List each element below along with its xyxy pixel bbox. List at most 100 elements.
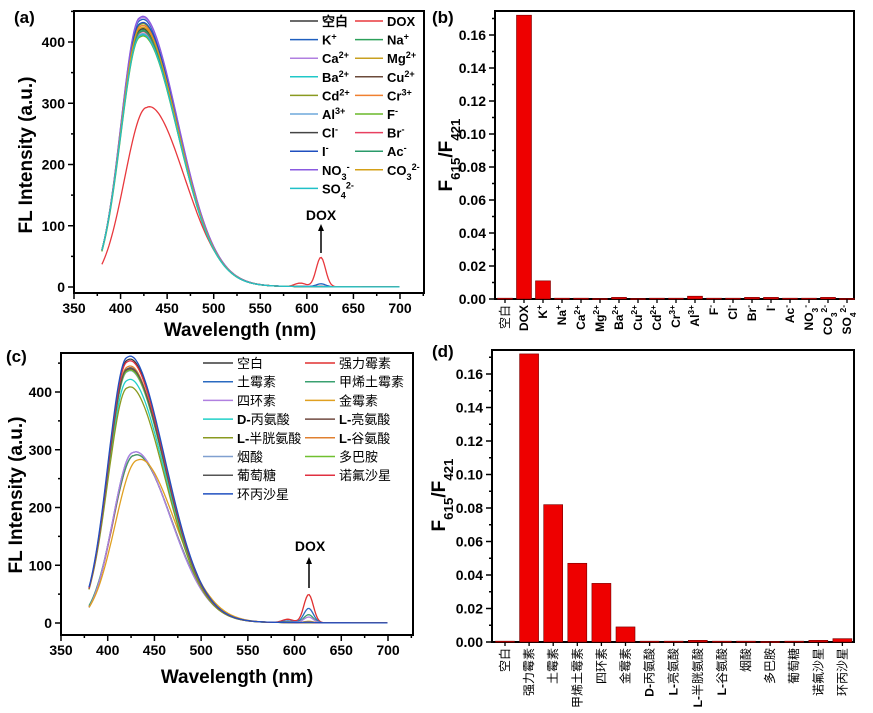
label-part: /F	[429, 481, 450, 498]
legend-item: 金霉素	[305, 393, 378, 409]
x-category-label: Cr3+	[667, 305, 683, 328]
label-part: 2+	[591, 305, 601, 315]
panel-label-d: (d)	[432, 342, 454, 361]
legend-label: Al3+	[322, 106, 345, 122]
legend-label: 强力霉素	[339, 357, 391, 372]
spectrum-line	[101, 21, 400, 288]
label-part: L-	[237, 431, 249, 446]
x-category-label: K+	[534, 305, 550, 319]
spectrum-line	[101, 27, 400, 288]
label-part: 2-	[838, 305, 848, 313]
legend-item: Ac-	[355, 143, 407, 159]
label-part: 金霉素	[618, 648, 633, 684]
label-part: 2+	[339, 69, 349, 79]
y-tick-label: 200	[42, 157, 66, 173]
label-part: 421	[448, 118, 463, 141]
legend-item: DOX	[355, 14, 416, 29]
legend-item: Cu2+	[355, 69, 415, 85]
spectrum-line	[101, 30, 400, 288]
label-part: -	[395, 106, 398, 116]
legend-item: Na+	[355, 32, 409, 48]
spectrum-line	[101, 106, 400, 288]
label-part: 四环素	[237, 394, 276, 409]
label-part: -	[326, 143, 329, 153]
label-part: -	[724, 305, 734, 308]
bar	[808, 640, 829, 643]
legend-item: 诺氟沙星	[305, 469, 391, 484]
legend-label: 土霉素	[237, 376, 276, 391]
label-part: 4	[848, 312, 858, 317]
label-part: K	[536, 310, 550, 319]
y-axis-title: F615/F421	[436, 118, 463, 191]
legend-item: 葡萄糖	[203, 468, 276, 484]
label-part: F	[429, 520, 450, 532]
label-part: -	[705, 305, 715, 308]
legend-label: Mg2+	[387, 50, 416, 66]
y-tick-label: 0.14	[459, 60, 486, 76]
legend-item: 空白	[203, 356, 263, 372]
bar	[543, 504, 564, 643]
label-part: 土霉素	[237, 376, 276, 391]
y-tick-label: 0.06	[459, 192, 486, 208]
label-part: 2+	[572, 305, 582, 315]
legend-label: Ac-	[387, 143, 407, 159]
label-part: L-	[667, 684, 681, 695]
label-part: 环丙沙星	[237, 488, 289, 503]
spectrum-line	[101, 34, 400, 288]
label-part: 2+	[629, 305, 639, 315]
y-tick-label: 0.00	[459, 291, 486, 307]
y-tick-label: 200	[29, 500, 53, 516]
y-tick-label: 400	[29, 384, 53, 400]
label-part: 2+	[339, 87, 349, 97]
label-part: CO	[387, 163, 407, 178]
legend-item: 四环素	[203, 394, 276, 409]
x-tick-label: 700	[388, 300, 412, 316]
label-part: +	[553, 305, 563, 310]
label-part: 强力霉素	[339, 357, 391, 372]
legend-label: Cu2+	[387, 69, 415, 85]
arrow-head-icon	[306, 557, 312, 564]
y-tick-label: 0.02	[459, 258, 486, 274]
label-part: Al	[322, 107, 335, 122]
label-part: 3	[342, 172, 347, 182]
label-part: /F	[436, 141, 457, 158]
legend-label: 四环素	[237, 394, 276, 409]
legend-label: 葡萄糖	[237, 468, 276, 484]
line-panel-a: 350 400 450 500 550 600 650 700 0 100 200 300 400 空白 D…	[42, 10, 425, 316]
y-axis-title-a: FL Intensity (a.u.)	[16, 77, 37, 234]
label-part: 谷氨酸	[351, 432, 390, 447]
label-part: 空白	[237, 356, 263, 372]
y-tick-label: 300	[42, 95, 66, 111]
bar	[567, 562, 588, 643]
label-part: 空白	[322, 14, 348, 29]
legend-label: L-谷氨酸	[339, 431, 390, 447]
line-panel-c: 350 400 450 500 550 600 650 700 0 100 200 300 400 空白 强…	[29, 352, 414, 658]
x-category-label: 环丙沙星	[835, 648, 849, 696]
legend-label: 空白	[237, 356, 263, 372]
label-part: 3	[407, 172, 412, 182]
spectrum-line	[101, 29, 400, 288]
x-category-label: F-	[705, 305, 721, 315]
legend-item: 甲烯土霉素	[305, 376, 404, 391]
spectrum-line	[101, 16, 400, 288]
label-part: 2+	[404, 69, 414, 79]
label-part: NO	[322, 163, 342, 178]
label-part: Ac	[783, 307, 797, 323]
label-part: L-	[691, 696, 705, 707]
y-tick-label: 0	[44, 615, 52, 631]
spectrum-line	[101, 26, 400, 288]
label-part: Cr	[387, 88, 401, 103]
label-part: Br	[745, 307, 759, 321]
label-part: 多巴胺	[339, 450, 378, 466]
legend-label: SO42-	[322, 180, 354, 200]
x-category-label: Br-	[743, 305, 759, 321]
label-part: -	[335, 125, 338, 135]
x-category-label: Mg2+	[591, 305, 607, 332]
x-category-label: Na+	[553, 305, 569, 325]
label-part: 葡萄糖	[237, 468, 276, 484]
label-part: 2+	[648, 305, 658, 315]
x-category-label: 强力霉素	[522, 648, 536, 696]
label-part: 空白	[497, 648, 512, 672]
